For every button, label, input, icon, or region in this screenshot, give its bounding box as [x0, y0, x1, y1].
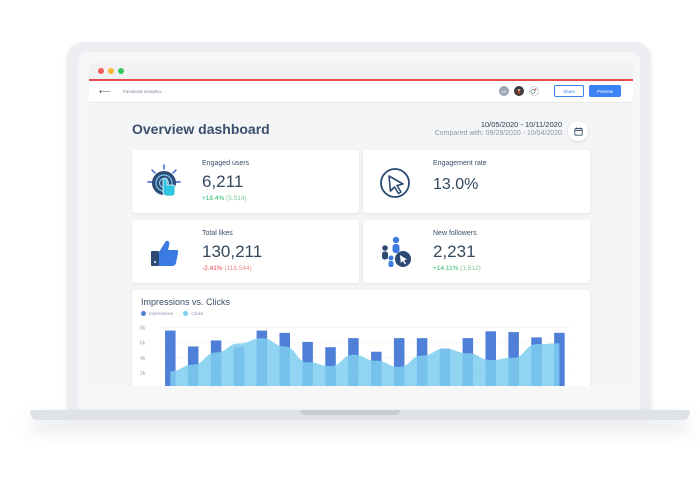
- compare-range: Compared with: 09/28/2020 - 10/04/2020: [434, 130, 562, 137]
- legend-item-clicks[interactable]: Clicks: [183, 311, 203, 316]
- app-bar-actions: AD Share Preview: [498, 85, 621, 97]
- metric-delta: -2.41% (118,544): [202, 265, 252, 272]
- metric-card-total-likes[interactable]: Total likes 130,211 -2.41% (118,544): [132, 220, 359, 283]
- share-button[interactable]: Share: [553, 85, 584, 97]
- metric-value: 6,211: [202, 172, 244, 191]
- metric-label: Total likes: [202, 230, 233, 237]
- metric-label: Engaged users: [202, 160, 250, 167]
- y-tick-label: 4k: [140, 356, 146, 362]
- page-title: Overview dashboard: [132, 121, 270, 137]
- legend-label: Clicks: [191, 311, 204, 316]
- laptop-base: [30, 410, 690, 420]
- chart-legend: Impressions Clicks: [141, 311, 203, 316]
- minimize-window-icon[interactable]: [108, 68, 114, 74]
- dashboard-content: Overview dashboard 10/05/2020 - 10/11/20…: [89, 103, 633, 386]
- metric-label: Engagement rate: [433, 160, 487, 167]
- bar-impressions[interactable]: [165, 330, 176, 386]
- metric-delta-percent: -2.41%: [202, 265, 223, 272]
- followers-icon: [382, 236, 411, 267]
- preview-button[interactable]: Preview: [588, 85, 621, 97]
- bar-impressions[interactable]: [393, 338, 405, 386]
- window-chrome: [89, 63, 633, 81]
- area-clicks[interactable]: [170, 338, 560, 386]
- y-tick-label: 2k: [140, 371, 146, 377]
- calendar-button[interactable]: [568, 121, 588, 141]
- y-tick-label: 6k: [140, 341, 146, 347]
- laptop-notch: [300, 410, 400, 415]
- metric-delta: +18.4% (5,514): [202, 195, 247, 202]
- touch-icon: [147, 164, 181, 197]
- cursor-click-icon: [380, 168, 410, 198]
- date-range[interactable]: 10/05/2020 - 10/11/2020: [480, 120, 562, 129]
- app-bar: ⟵ Facebook analytics AD Share Preview: [89, 81, 633, 103]
- screen: ⟵ Facebook analytics AD Share Preview Ov…: [89, 63, 633, 386]
- thumbs-up-icon: [151, 240, 179, 266]
- metric-card-new-followers[interactable]: New followers 2,231 +14.11% (1,512): [363, 220, 590, 283]
- chart-title: Impressions vs. Clicks: [141, 297, 231, 307]
- metric-card-engaged-users[interactable]: Engaged users 6,211 +18.4% (5,514): [132, 150, 359, 213]
- metric-delta: +14.11% (1,512): [433, 265, 481, 272]
- close-window-icon[interactable]: [98, 68, 104, 74]
- metric-delta-percent: +14.11%: [433, 265, 459, 272]
- legend-label: Impressions: [149, 311, 174, 316]
- metric-previous-value: (5,514): [226, 195, 247, 202]
- metric-value: 130,211: [202, 242, 263, 261]
- metric-card-engagement-rate[interactable]: Engagement rate 13.0%: [363, 150, 590, 213]
- metric-previous-value: (1,512): [460, 265, 481, 272]
- impressions-clicks-chart: Impressions vs. Clicks Impressions Click…: [132, 290, 590, 386]
- bar-impressions[interactable]: [554, 332, 565, 386]
- back-arrow-icon[interactable]: ⟵: [99, 87, 111, 96]
- bar-impressions[interactable]: [485, 331, 497, 386]
- legend-swatch: [141, 311, 146, 316]
- legend-swatch: [183, 311, 189, 316]
- y-tick-label: 8k: [140, 326, 146, 332]
- avatar[interactable]: AD: [498, 86, 509, 96]
- metric-value: 13.0%: [433, 176, 479, 193]
- chart-plot: 8k 6k 4k 2k: [140, 326, 572, 386]
- metric-label: New followers: [433, 230, 477, 237]
- add-user-icon[interactable]: [528, 86, 539, 96]
- legend-item-impressions[interactable]: Impressions: [141, 311, 173, 316]
- metric-delta-percent: +18.4%: [202, 195, 225, 202]
- avatar[interactable]: [513, 86, 524, 96]
- app-title: Facebook analytics: [123, 89, 162, 94]
- metric-value: 2,231: [433, 242, 476, 261]
- metric-previous-value: (118,544): [224, 265, 252, 272]
- maximize-window-icon[interactable]: [118, 68, 124, 74]
- calendar-icon: [573, 127, 583, 136]
